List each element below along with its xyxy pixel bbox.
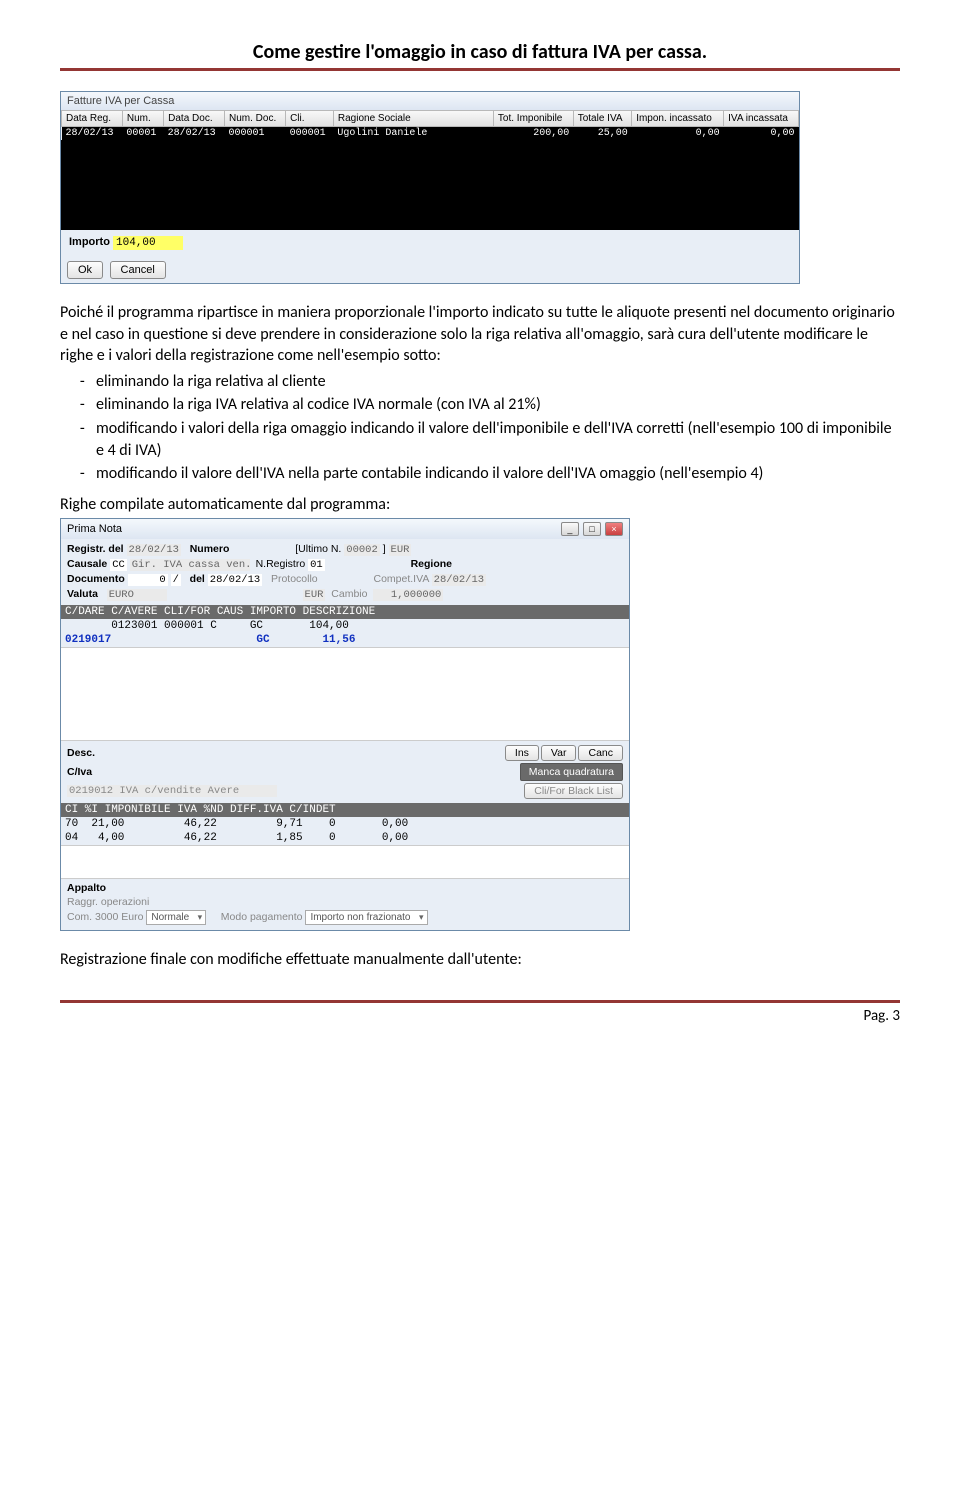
vat-blank-area xyxy=(61,845,629,879)
col-cli: Cli. xyxy=(286,111,334,127)
window-title: Fatture IVA per Cassa xyxy=(61,92,799,110)
lbl-causale: Causale xyxy=(67,558,107,570)
canc-button[interactable]: Canc xyxy=(578,745,623,761)
cell-impinc: 0,00 xyxy=(632,127,724,141)
primanota-title: Prima Nota xyxy=(67,523,122,535)
cancel-button[interactable]: Cancel xyxy=(110,261,166,279)
lbl-raggr: Raggr. operazioni xyxy=(67,896,149,908)
ins-button[interactable]: Ins xyxy=(505,745,539,761)
fld-ultimo-n: 00002 xyxy=(344,544,380,556)
bullet-3: modificando i valori della riga omaggio … xyxy=(92,418,900,461)
col-datareg: Data Reg. xyxy=(62,111,123,127)
lbl-ultimo: [Ultimo N. xyxy=(295,543,341,555)
fld-nreg[interactable]: 01 xyxy=(308,559,325,571)
col-datadoc: Data Doc. xyxy=(164,111,225,127)
lbl-com3000: Com. 3000 Euro xyxy=(67,911,143,923)
primanota-window: Prima Nota _ □ × Registr. del 28/02/13 N… xyxy=(60,518,630,931)
fld-eur: EUR xyxy=(389,544,412,556)
lbl-modopag: Modo pagamento xyxy=(221,911,303,923)
lbl-numero: Numero xyxy=(190,543,230,555)
cell-ragione: Ugolini Daniele xyxy=(333,127,493,141)
cell-totimp: 200,00 xyxy=(493,127,573,141)
lead-text: Poiché il programma ripartisce in manier… xyxy=(60,303,895,365)
modopag-select[interactable]: Importo non frazionato xyxy=(305,910,427,925)
blacklist-button[interactable]: Cli/For Black List xyxy=(524,783,623,799)
lbl-valuta: Valuta xyxy=(67,588,98,600)
cell-numdoc: 000001 xyxy=(224,127,285,141)
var-button[interactable]: Var xyxy=(541,745,577,761)
cell-ivainc: 0,00 xyxy=(724,127,799,141)
bullet-4: modificando il valore dell'IVA nella par… xyxy=(92,463,900,485)
sub-heading: Righe compilate automaticamente dal prog… xyxy=(60,495,900,514)
col-totimp: Tot. Imponibile xyxy=(493,111,573,127)
col-numdoc: Num. Doc. xyxy=(224,111,285,127)
lbl-registr: Registr. del xyxy=(67,543,124,555)
cell-datareg: 28/02/13 xyxy=(62,127,123,141)
fld-causale-desc: Gir. IVA cassa ven. xyxy=(130,559,250,571)
vat-row-2[interactable]: 04 4,00 46,22 1,85 0 0,00 xyxy=(61,831,629,845)
grid-blank-area xyxy=(61,647,629,741)
fld-eur2: EUR xyxy=(303,589,326,601)
minimize-icon[interactable]: _ xyxy=(561,522,579,536)
col-totiva: Totale IVA xyxy=(573,111,631,127)
lbl-cambio: Cambio xyxy=(331,588,367,600)
lbl-compet: Compet.IVA xyxy=(374,573,429,585)
cell-datadoc: 28/02/13 xyxy=(164,127,225,141)
com3000-select[interactable]: Normale xyxy=(146,910,206,925)
fld-cambio: 1,000000 xyxy=(373,589,443,601)
col-ragione: Ragione Sociale xyxy=(333,111,493,127)
maximize-icon[interactable]: □ xyxy=(583,522,601,536)
window-controls: _ □ × xyxy=(560,522,623,536)
lbl-del: del xyxy=(190,573,205,585)
importo-label: Importo xyxy=(69,236,110,248)
cell-totiva: 25,00 xyxy=(573,127,631,141)
manca-quadratura-button[interactable]: Manca quadratura xyxy=(520,763,623,781)
grid-header-2: CI %I IMPONIBILE IVA %ND DIFF.IVA C/INDE… xyxy=(61,803,629,817)
vat-row-1[interactable]: 70 21,00 46,22 9,71 0 0,00 xyxy=(61,817,629,831)
col-num: Num. xyxy=(122,111,163,127)
fld-doc-del[interactable]: 28/02/13 xyxy=(208,574,262,586)
fld-doc-sep: / xyxy=(171,574,181,586)
paragraph: Poiché il programma ripartisce in manier… xyxy=(60,302,900,485)
col-impinc: Impon. incassato xyxy=(632,111,724,127)
fld-registr-del[interactable]: 28/02/13 xyxy=(127,544,181,556)
lbl-appalto: Appalto xyxy=(67,882,106,894)
lbl-regione: Regione xyxy=(411,558,452,570)
fatture-grid: Data Reg. Num. Data Doc. Num. Doc. Cli. … xyxy=(61,110,799,140)
entry-row-2[interactable]: 0219017 GC 11,56 xyxy=(61,633,629,647)
col-ivainc: IVA incassata xyxy=(724,111,799,127)
table-row[interactable]: 28/02/13 00001 28/02/13 000001 000001 Ug… xyxy=(62,127,799,141)
fld-acct: 0219012 IVA c/vendite Avere xyxy=(67,785,277,797)
cell-cli: 000001 xyxy=(286,127,334,141)
close-icon[interactable]: × xyxy=(605,522,623,536)
ok-button[interactable]: Ok xyxy=(67,261,103,279)
bullet-1: eliminando la riga relativa al cliente xyxy=(92,371,900,393)
importo-row: Importo 104,00 xyxy=(61,230,799,256)
entry-row-1[interactable]: 0123001 000001 C GC 104,00 xyxy=(61,619,629,633)
lbl-desc: Desc. xyxy=(67,747,95,759)
cell-num: 00001 xyxy=(122,127,163,141)
lbl-documento: Documento xyxy=(67,573,125,585)
lbl-nreg: N.Registro xyxy=(256,558,306,570)
page-footer: Pag. 3 xyxy=(60,1000,900,1025)
fatture-window: Fatture IVA per Cassa Data Reg. Num. Dat… xyxy=(60,91,800,284)
page-title: Come gestire l'omaggio in caso di fattur… xyxy=(60,40,900,71)
fld-compet: 28/02/13 xyxy=(432,574,486,586)
lbl-protocollo: Protocollo xyxy=(271,573,318,585)
fld-causale[interactable]: CC xyxy=(110,559,127,571)
fld-valuta: EURO xyxy=(107,589,167,601)
importo-input[interactable]: 104,00 xyxy=(113,236,183,250)
fld-doc[interactable]: 0 xyxy=(128,574,168,586)
grid-header-1: C/DARE C/AVERE CLI/FOR CAUS IMPORTO DESC… xyxy=(61,605,629,619)
after-pn-text: Registrazione finale con modifiche effet… xyxy=(60,949,900,971)
bullet-2: eliminando la riga IVA relativa al codic… xyxy=(92,394,900,416)
grid-empty-area xyxy=(61,140,799,230)
lbl-civa: C/Iva xyxy=(67,766,92,778)
